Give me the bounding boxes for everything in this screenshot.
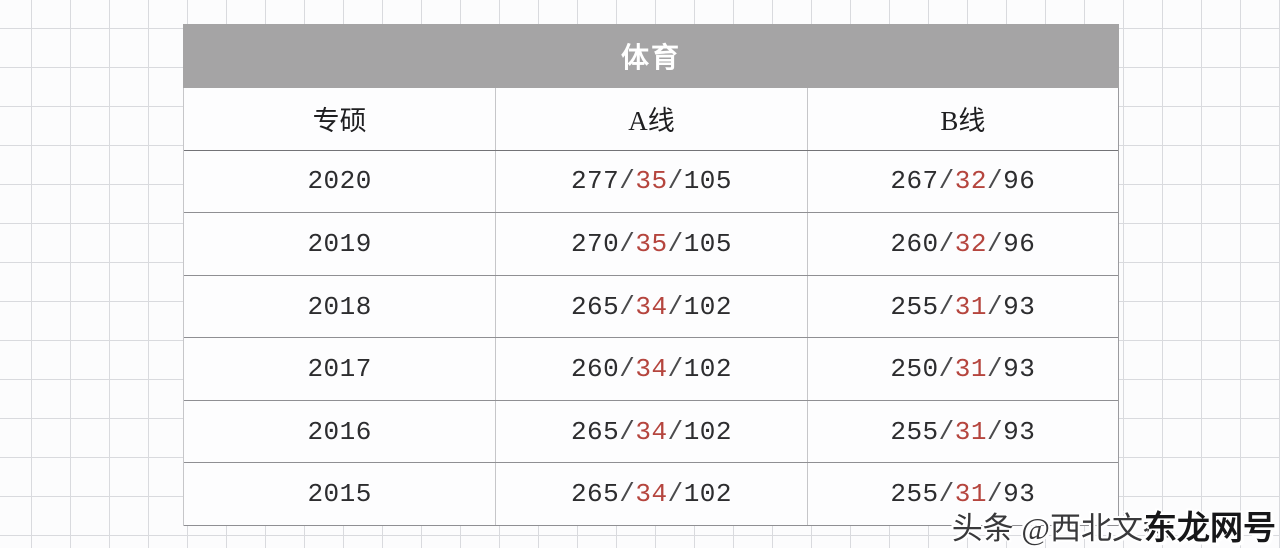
score-double: 96 [1003,228,1036,259]
b-line-cell: 255/31/93 [806,275,1118,338]
a-line-cell: 270/35/105 [495,213,806,275]
score-single: 31 [954,291,987,322]
column-header-b-line: B线 [806,88,1118,150]
year-cell: 2018 [307,291,372,322]
score-double: 102 [683,291,733,322]
year-cell: 2016 [307,416,372,447]
slash: / [986,416,1004,447]
slash: / [938,291,955,322]
table-title-bar: 体育 [183,24,1119,88]
score-double: 93 [1003,416,1036,447]
score-double: 105 [683,228,733,259]
b-line-cell: 255/31/93 [806,463,1118,526]
score-total: 265 [570,479,620,510]
score-total: 255 [890,416,939,447]
slash: / [986,354,1004,385]
slash: / [986,291,1004,322]
table-row: 2017 260/34/102 250/31/93 [184,338,1118,401]
slash: / [619,354,636,385]
slash: / [619,166,636,197]
score-double: 93 [1003,479,1036,510]
slash: / [667,416,684,447]
score-single: 34 [635,416,668,447]
table-row: 2015 265/34/102 255/31/93 [184,463,1118,527]
score-total: 255 [890,479,939,510]
year-cell: 2015 [307,479,372,510]
slash: / [619,228,636,259]
a-line-cell: 265/34/102 [495,463,806,526]
year-cell: 2017 [307,354,372,385]
column-header-degree: 专硕 [312,106,367,137]
score-single: 31 [954,479,987,510]
slash: / [986,228,1004,259]
score-single: 32 [954,228,987,259]
slash: / [938,166,955,197]
slash: / [667,166,684,197]
slash: / [667,291,684,322]
slash: / [667,228,684,259]
score-double: 93 [1003,354,1036,385]
score-single: 34 [635,479,668,510]
a-line-cell: 265/34/102 [495,275,806,338]
year-cell: 2019 [307,228,372,259]
score-single: 32 [954,166,987,197]
a-line-cell: 265/34/102 [495,400,806,463]
b-line-cell: 250/31/93 [806,338,1118,400]
score-total: 265 [570,416,620,447]
table-row: 2020 277/35/105 267/32/96 [184,150,1118,214]
slash: / [667,354,684,385]
score-total: 250 [890,354,939,385]
slash: / [986,166,1004,197]
score-single: 34 [635,291,668,322]
b-line-cell: 267/32/96 [806,150,1118,213]
score-single: 35 [635,166,668,197]
score-double: 102 [683,354,733,385]
score-double: 102 [683,416,733,447]
slash: / [619,479,636,510]
score-total: 255 [890,291,939,322]
table-title: 体育 [620,43,681,74]
score-double: 96 [1003,166,1036,197]
b-line-cell: 260/32/96 [806,213,1118,275]
column-header-row: 专硕 A线 B线 [184,88,1118,151]
score-single: 31 [954,354,987,385]
a-line-cell: 260/34/102 [495,338,806,400]
column-header-a-line: A线 [495,88,806,150]
table-row: 2018 265/34/102 255/31/93 [184,275,1118,339]
score-single: 31 [954,416,987,447]
table-row: 2019 270/35/105 260/32/96 [184,213,1118,276]
slash: / [938,354,955,385]
slash: / [667,479,684,510]
score-total: 270 [570,228,620,259]
a-line-cell: 277/35/105 [495,150,806,213]
score-total: 260 [890,228,939,259]
slash: / [938,228,955,259]
score-double: 93 [1003,291,1036,322]
slash: / [938,479,955,510]
year-cell: 2020 [307,166,372,197]
score-single: 35 [635,228,668,259]
slash: / [938,416,955,447]
score-total: 260 [570,354,620,385]
score-single: 34 [635,354,668,385]
score-total: 267 [890,166,939,197]
table-body: 专硕 A线 B线 2020 277/35/105 267/32/96 2019 … [183,88,1119,527]
b-line-cell: 255/31/93 [806,400,1118,463]
score-total: 265 [570,291,620,322]
score-table: 体育 专硕 A线 B线 2020 277/35/105 267/32/96 20… [183,24,1119,527]
score-total: 277 [570,166,620,197]
slash: / [986,479,1004,510]
watermark-account-label: 东龙网号 [1144,511,1276,547]
slash: / [619,416,636,447]
table-row: 2016 265/34/102 255/31/93 [184,400,1118,464]
score-double: 102 [683,479,733,510]
slash: / [619,291,636,322]
score-double: 105 [683,166,733,197]
